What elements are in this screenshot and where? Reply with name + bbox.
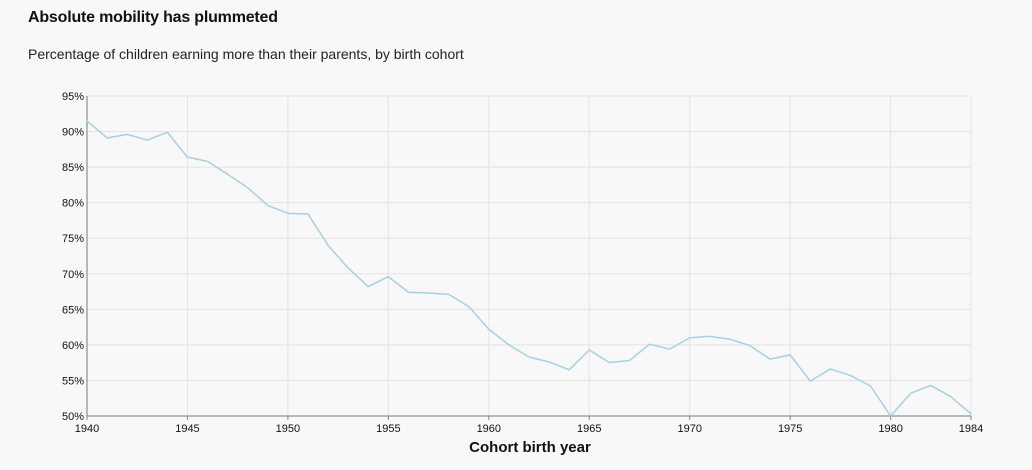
x-tick-label: 1955 [376, 423, 400, 435]
x-axis-title: Cohort birth year [469, 439, 591, 456]
series-group [86, 120, 972, 417]
x-tick-label: 1960 [477, 423, 501, 435]
y-tick-label: 80% [62, 198, 84, 210]
y-tick-label: 65% [62, 304, 84, 316]
series-line [86, 120, 972, 417]
x-tick-label: 1984 [959, 423, 983, 435]
y-tick-label: 50% [62, 411, 84, 423]
grid [86, 95, 972, 417]
x-tick-label: 1940 [75, 423, 99, 435]
y-tick-label: 95% [62, 91, 84, 103]
y-tick-label: 75% [62, 233, 84, 245]
y-tick-label: 90% [62, 127, 84, 139]
x-tick-label: 1945 [175, 423, 199, 435]
tick-labels: 50% 55% 60% 65% 70% 75% 80% 85% 90% 95% 1940 1945 19… [62, 91, 983, 435]
y-tick-label: 70% [62, 269, 84, 281]
chart-title: Absolute mobility has plummeted [28, 9, 278, 26]
x-tick-label: 1970 [677, 423, 701, 435]
x-tick-label: 1965 [577, 423, 601, 435]
chart-subtitle: Percentage of children earning more than… [28, 46, 464, 62]
axes [86, 96, 972, 420]
y-tick-label: 60% [62, 340, 84, 352]
x-tick-label: 1975 [778, 423, 802, 435]
y-tick-label: 85% [62, 162, 84, 174]
y-tick-label: 55% [62, 375, 84, 387]
x-tick-label: 1980 [878, 423, 902, 435]
x-tick-label: 1950 [276, 423, 300, 435]
